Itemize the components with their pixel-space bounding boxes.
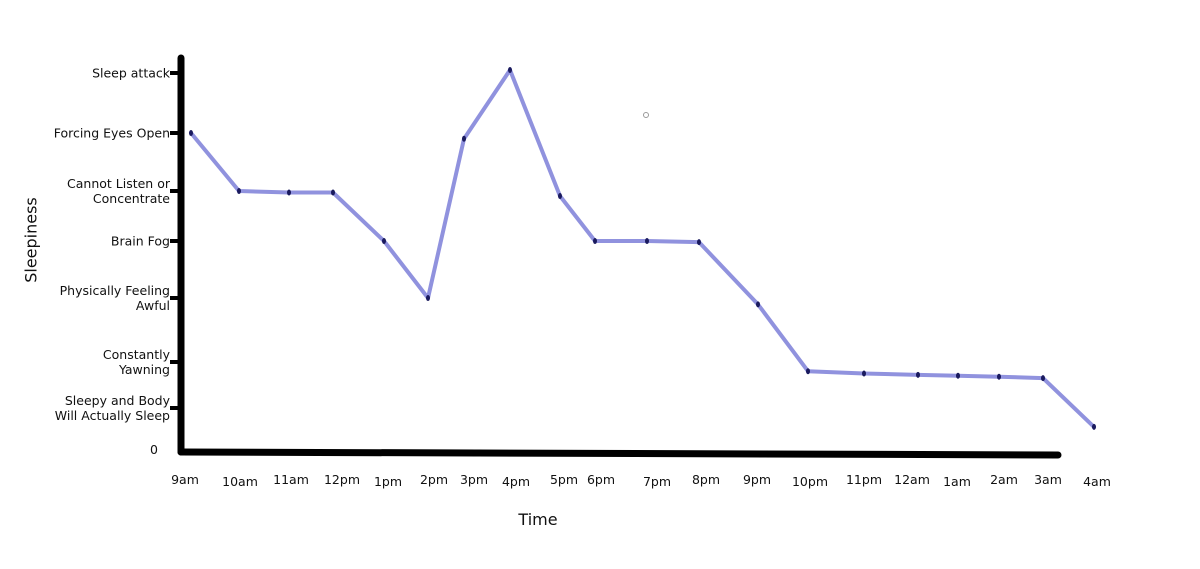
point — [645, 238, 649, 244]
point — [287, 189, 291, 196]
x-tick-label: 6pm — [586, 472, 616, 487]
x-tick-label: 3am — [1034, 472, 1062, 487]
point — [382, 238, 386, 244]
x-tick-label: 2pm — [419, 472, 449, 487]
x-tick-label: 3pm — [459, 472, 489, 487]
x-tick-label: 1pm — [373, 474, 403, 489]
point — [331, 189, 335, 196]
point — [956, 372, 960, 379]
x-tick-label: 12pm — [323, 472, 361, 487]
x-axis — [177, 448, 1062, 459]
point — [862, 370, 866, 377]
point — [189, 130, 193, 136]
point — [426, 295, 430, 301]
point — [1041, 375, 1045, 382]
x-tick-label: 5pm — [549, 472, 579, 487]
x-axis-label: Time — [518, 510, 558, 529]
point — [997, 373, 1001, 380]
y-tick-label: 0 — [150, 442, 158, 457]
y-tick-label: Constantly Yawning — [102, 347, 170, 377]
x-tick-label: 7pm — [642, 474, 672, 489]
x-tick-label: 8pm — [691, 472, 721, 487]
y-tick-label: Brain Fog — [110, 233, 170, 249]
stray-dot — [643, 112, 649, 118]
x-tick-label: 11am — [273, 472, 309, 487]
point — [237, 188, 241, 194]
x-tick-label: 4am — [1083, 474, 1111, 489]
y-axis-label: Sleepiness — [21, 197, 41, 283]
x-tick-label: 9pm — [742, 472, 772, 487]
y-tick-label: Physically Feeling Awful — [59, 283, 170, 313]
y-tick-label: Sleepy and Body Will Actually Sleep — [54, 393, 170, 423]
y-tick-label: Forcing Eyes Open — [53, 125, 170, 141]
y-tick-label: Cannot Listen or Concentrate — [67, 176, 170, 206]
y-tick-label: Sleep attack — [92, 65, 170, 81]
x-tick-label: 11pm — [845, 472, 883, 487]
x-tick-label: 2am — [990, 472, 1018, 487]
x-tick-label: 1am — [943, 474, 971, 489]
point — [462, 135, 466, 142]
point — [806, 368, 810, 375]
x-tick-label: 4pm — [501, 474, 531, 489]
point — [756, 301, 760, 308]
point — [1092, 423, 1096, 430]
point — [697, 239, 701, 246]
x-tick-label: 10am — [222, 474, 258, 489]
point — [916, 371, 920, 378]
point — [558, 193, 562, 199]
x-tick-label: 10pm — [791, 474, 829, 489]
point — [593, 238, 597, 244]
point — [508, 67, 512, 73]
line — [189, 68, 1096, 429]
x-tick-label: 12am — [894, 472, 930, 487]
x-tick-label: 9am — [171, 472, 199, 487]
